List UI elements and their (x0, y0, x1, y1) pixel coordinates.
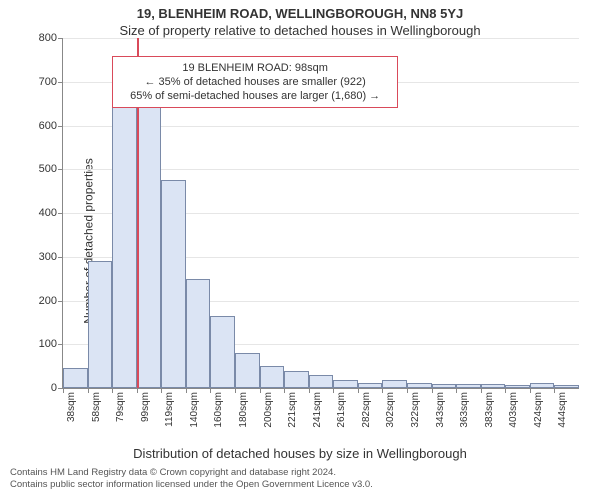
y-tick (58, 38, 63, 39)
x-tick-label: 322sqm (410, 392, 421, 428)
y-tick-label: 100 (39, 338, 57, 350)
histogram-bar (333, 380, 358, 388)
y-tick-label: 200 (39, 295, 57, 307)
x-tick-label: 261sqm (336, 392, 347, 428)
x-tick (554, 388, 555, 393)
x-tick-label: 221sqm (287, 392, 298, 428)
callout-line-2: ← 35% of detached houses are smaller (92… (119, 75, 391, 89)
histogram-bar (309, 375, 334, 388)
x-tick (88, 388, 89, 393)
y-tick-label: 0 (51, 382, 57, 394)
x-tick (407, 388, 408, 393)
histogram-bar (358, 383, 383, 388)
x-tick-label: 200sqm (263, 392, 274, 428)
x-tick-label: 282sqm (361, 392, 372, 428)
x-tick-label: 119sqm (164, 392, 175, 427)
x-tick-label: 363sqm (459, 392, 470, 428)
x-tick (137, 388, 138, 393)
x-tick-label: 302sqm (385, 392, 396, 428)
y-tick-label: 600 (39, 120, 57, 132)
histogram-bar (407, 383, 432, 388)
plot-area: 010020030040050060070080038sqm58sqm79sqm… (62, 38, 579, 389)
y-tick-label: 800 (39, 32, 57, 44)
histogram-bar (456, 384, 481, 388)
y-tick (58, 301, 63, 302)
histogram-bar (554, 385, 579, 389)
histogram-bar (186, 279, 211, 388)
gridline (63, 38, 579, 39)
x-tick (358, 388, 359, 393)
x-tick-label: 403sqm (508, 392, 519, 428)
x-tick-label: 58sqm (91, 392, 102, 422)
callout-box: 19 BLENHEIM ROAD: 98sqm← 35% of detached… (112, 56, 398, 109)
x-tick-label: 38sqm (66, 392, 77, 422)
x-tick (432, 388, 433, 393)
x-tick-label: 79sqm (115, 392, 126, 422)
y-tick (58, 169, 63, 170)
page-title-line2: Size of property relative to detached ho… (0, 23, 600, 38)
callout-line-1: 19 BLENHEIM ROAD: 98sqm (119, 61, 391, 75)
y-tick-label: 400 (39, 207, 57, 219)
x-tick (481, 388, 482, 393)
x-tick (260, 388, 261, 393)
y-tick-label: 700 (39, 76, 57, 88)
x-tick (210, 388, 211, 393)
x-axis-label: Distribution of detached houses by size … (0, 446, 600, 461)
histogram-bar (63, 368, 88, 388)
footnote-line2: Contains public sector information licen… (10, 479, 590, 491)
histogram-bar (505, 385, 530, 389)
histogram-chart: Number of detached properties 0100200300… (0, 38, 600, 444)
y-tick (58, 213, 63, 214)
x-tick (505, 388, 506, 393)
histogram-bar (432, 384, 457, 388)
footnote: Contains HM Land Registry data © Crown c… (0, 461, 600, 491)
x-tick (235, 388, 236, 393)
histogram-bar (284, 371, 309, 389)
x-tick (63, 388, 64, 393)
x-tick (530, 388, 531, 393)
x-tick (309, 388, 310, 393)
x-tick-label: 424sqm (533, 392, 544, 428)
x-tick-label: 140sqm (189, 392, 200, 428)
x-tick-label: 444sqm (557, 392, 568, 428)
histogram-bar (235, 353, 260, 388)
histogram-bar (481, 384, 506, 388)
x-tick-label: 180sqm (238, 392, 249, 428)
x-tick-label: 160sqm (213, 392, 224, 428)
x-tick (186, 388, 187, 393)
histogram-bar (210, 316, 235, 388)
y-tick (58, 82, 63, 83)
x-tick-label: 241sqm (312, 392, 323, 428)
page-title-line1: 19, BLENHEIM ROAD, WELLINGBOROUGH, NN8 5… (0, 6, 600, 21)
x-tick-label: 383sqm (484, 392, 495, 428)
x-tick (112, 388, 113, 393)
y-tick (58, 344, 63, 345)
x-tick (456, 388, 457, 393)
x-tick (284, 388, 285, 393)
y-tick-label: 300 (39, 251, 57, 263)
footnote-line1: Contains HM Land Registry data © Crown c… (10, 467, 590, 479)
x-tick (333, 388, 334, 393)
x-tick (382, 388, 383, 393)
histogram-bar (112, 97, 137, 388)
histogram-bar (88, 261, 113, 388)
histogram-bar (382, 380, 407, 388)
x-tick-label: 99sqm (140, 392, 151, 422)
histogram-bar (137, 91, 162, 389)
y-tick-label: 500 (39, 163, 57, 175)
histogram-bar (260, 366, 285, 388)
histogram-bar (530, 383, 555, 388)
histogram-bar (161, 180, 186, 388)
y-tick (58, 126, 63, 127)
x-tick (161, 388, 162, 393)
y-tick (58, 257, 63, 258)
x-tick-label: 343sqm (435, 392, 446, 428)
callout-line-3: 65% of semi-detached houses are larger (… (119, 89, 391, 103)
